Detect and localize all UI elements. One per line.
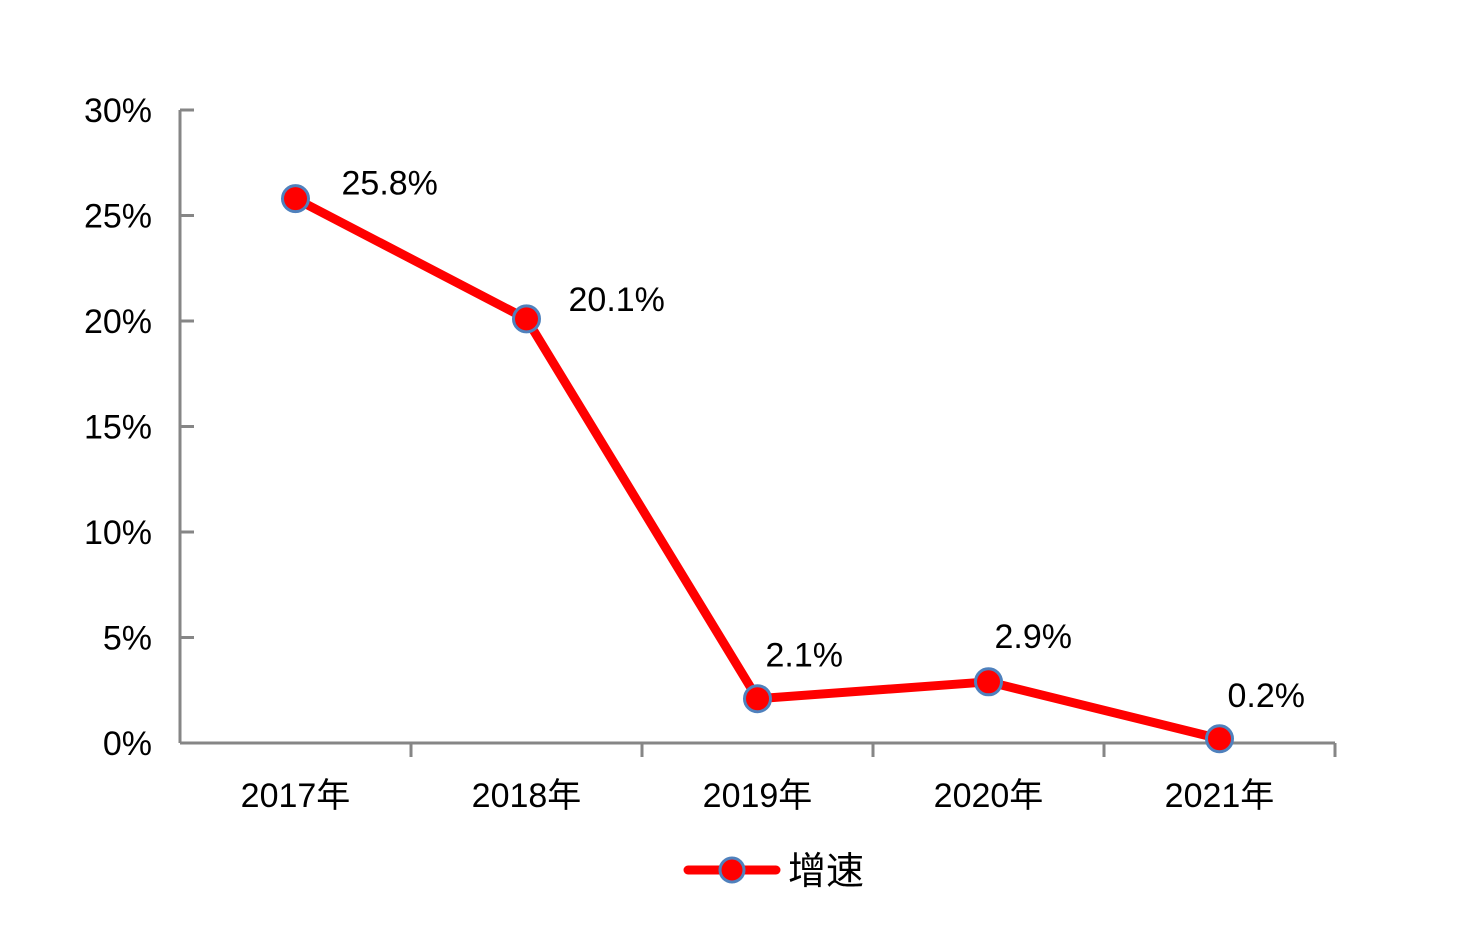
y-tick-label: 25% (84, 198, 152, 236)
data-label: 2.1% (766, 637, 844, 675)
legend-marker-swatch (718, 856, 746, 884)
axes: 0% 5% 10% 15% 20% 25% 30% 2017年 2018年 2019年 2020年 2… (84, 92, 1337, 815)
data-point (281, 184, 310, 214)
y-tick-label: 10% (84, 514, 152, 552)
x-tick-label: 2018年 (472, 777, 582, 815)
x-tick-label: 2021年 (1165, 777, 1275, 815)
data-labels: 25.8% 20.1% 2.1% 2.9% 0.2% (342, 165, 1306, 715)
y-tick-label: 20% (84, 303, 152, 341)
y-tick-label: 15% (84, 409, 152, 447)
data-point (1205, 724, 1234, 754)
series-line (293, 194, 1221, 744)
legend-label-series-1: 增速 (788, 851, 864, 893)
y-tick-label: 30% (84, 92, 152, 130)
legend: 增速 (683, 851, 864, 893)
data-point (512, 304, 541, 334)
data-label: 2.9% (995, 618, 1073, 656)
x-tick-label: 2019年 (703, 777, 813, 815)
series-layer (281, 184, 1234, 754)
x-tick-label: 2020年 (934, 777, 1044, 815)
y-tick-label: 5% (103, 620, 152, 658)
data-label: 25.8% (342, 165, 438, 203)
x-tick-label: 2017年 (241, 777, 351, 815)
data-point (974, 667, 1003, 697)
data-label: 20.1% (569, 281, 665, 319)
y-tick-label: 0% (103, 725, 152, 763)
data-label: 0.2% (1228, 677, 1306, 715)
data-point (743, 684, 772, 714)
